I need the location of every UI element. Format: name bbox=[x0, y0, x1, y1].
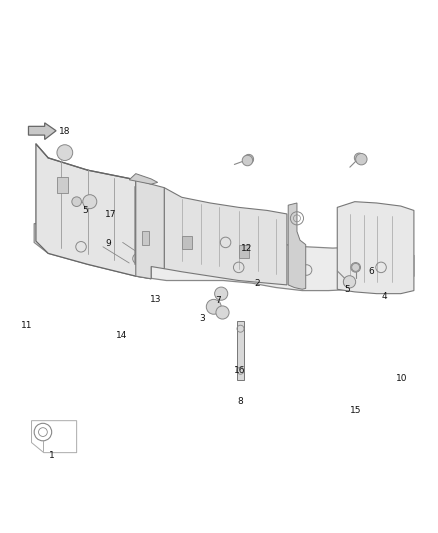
Text: 12: 12 bbox=[240, 244, 252, 253]
Polygon shape bbox=[34, 223, 414, 290]
Text: 17: 17 bbox=[105, 211, 116, 219]
Text: 13: 13 bbox=[150, 295, 161, 304]
Circle shape bbox=[351, 263, 360, 272]
Text: 9: 9 bbox=[106, 239, 112, 248]
Text: 4: 4 bbox=[382, 292, 387, 301]
Circle shape bbox=[72, 197, 81, 206]
Polygon shape bbox=[129, 174, 158, 184]
Text: 5: 5 bbox=[82, 206, 88, 215]
Text: 6: 6 bbox=[368, 267, 374, 276]
Circle shape bbox=[356, 154, 367, 165]
Polygon shape bbox=[182, 236, 192, 249]
Text: 10: 10 bbox=[396, 374, 408, 383]
Polygon shape bbox=[288, 203, 306, 289]
Circle shape bbox=[244, 155, 254, 164]
Circle shape bbox=[83, 195, 97, 209]
Text: 2: 2 bbox=[255, 279, 260, 288]
Polygon shape bbox=[36, 144, 151, 279]
Text: 14: 14 bbox=[116, 331, 127, 340]
Text: 11: 11 bbox=[21, 321, 32, 330]
Text: 1: 1 bbox=[49, 451, 55, 460]
Circle shape bbox=[215, 287, 228, 300]
Polygon shape bbox=[237, 321, 244, 381]
Text: 7: 7 bbox=[215, 296, 221, 305]
Polygon shape bbox=[239, 245, 249, 258]
Polygon shape bbox=[142, 231, 149, 246]
Circle shape bbox=[343, 277, 353, 287]
Circle shape bbox=[343, 276, 356, 288]
Text: 8: 8 bbox=[237, 397, 243, 406]
Text: 15: 15 bbox=[350, 406, 361, 415]
Polygon shape bbox=[136, 180, 164, 279]
Circle shape bbox=[354, 153, 364, 163]
Text: 5: 5 bbox=[344, 285, 350, 294]
Polygon shape bbox=[57, 177, 68, 193]
Polygon shape bbox=[164, 188, 287, 285]
Text: 18: 18 bbox=[59, 127, 71, 136]
Circle shape bbox=[242, 155, 253, 166]
Polygon shape bbox=[28, 123, 56, 140]
Circle shape bbox=[206, 300, 221, 314]
Text: 16: 16 bbox=[234, 366, 246, 375]
Text: 3: 3 bbox=[199, 314, 205, 322]
Polygon shape bbox=[337, 201, 414, 294]
Circle shape bbox=[216, 306, 229, 319]
Circle shape bbox=[57, 145, 73, 160]
